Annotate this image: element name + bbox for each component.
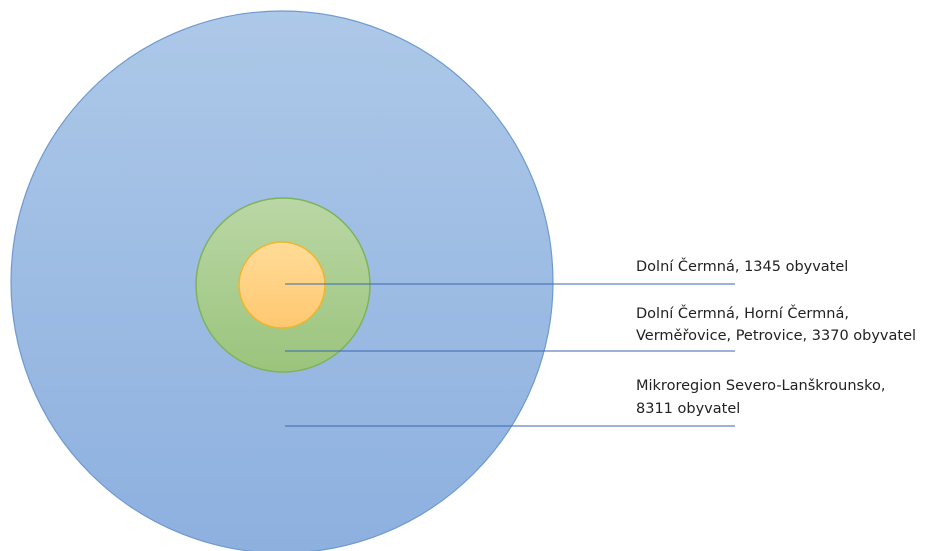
label: Dolní Čermná, 1345 obyvatel: [636, 257, 848, 275]
label: Dolní Čermná, Horní Čermná,: [636, 304, 849, 322]
inner-circle: [238, 241, 326, 329]
label: 8311 obyvatel: [636, 401, 740, 417]
label: Verměřovice, Petrovice, 3370 obyvatel: [636, 328, 916, 344]
label: Mikroregion Severo-Lanškrounsko,: [636, 378, 885, 394]
